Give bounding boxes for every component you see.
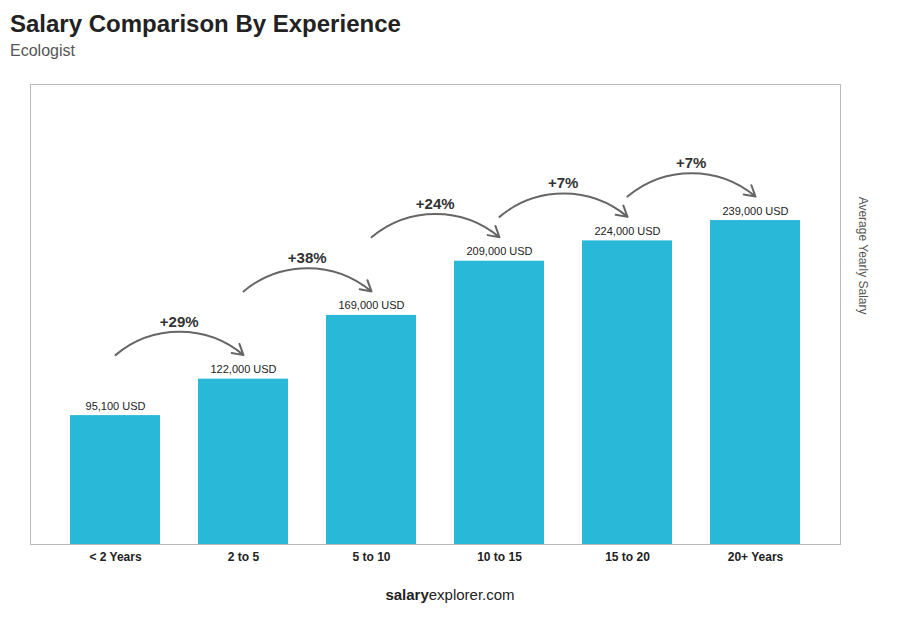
svg-text:+38%: +38% [288, 249, 327, 266]
svg-text:+29%: +29% [160, 313, 199, 330]
svg-text:+7%: +7% [676, 154, 706, 171]
svg-text:2 to 5: 2 to 5 [228, 550, 260, 564]
svg-text:10 to 15: 10 to 15 [477, 550, 522, 564]
html-text:Salary Comparison By Experienc: Salary Comparison By Experience [10, 10, 401, 37]
svg-text:5 to 10: 5 to 10 [352, 550, 390, 564]
svg-text:224,000 USD: 224,000 USD [594, 225, 660, 237]
svg-text:209,000 USD: 209,000 USD [466, 245, 532, 257]
svg-text:+24%: +24% [416, 195, 455, 212]
svg-text:15 to 20: 15 to 20 [605, 550, 650, 564]
html-text:salary explorer.com: salary explorer.com [385, 586, 515, 603]
svg-text:169,000 USD: 169,000 USD [338, 299, 404, 311]
html-text:Ecologist: Ecologist [10, 42, 75, 59]
svg-text:20+ Years: 20+ Years [728, 550, 784, 564]
svg-text:< 2 Years: < 2 Years [89, 550, 141, 564]
svg-text:122,000 USD: 122,000 USD [210, 363, 276, 375]
svg-text:Average Yearly Salary: Average Yearly Salary [856, 197, 870, 315]
svg-text:+7%: +7% [548, 174, 578, 191]
svg-text:95,100 USD: 95,100 USD [86, 400, 146, 412]
svg-text:239,000 USD: 239,000 USD [722, 205, 788, 217]
